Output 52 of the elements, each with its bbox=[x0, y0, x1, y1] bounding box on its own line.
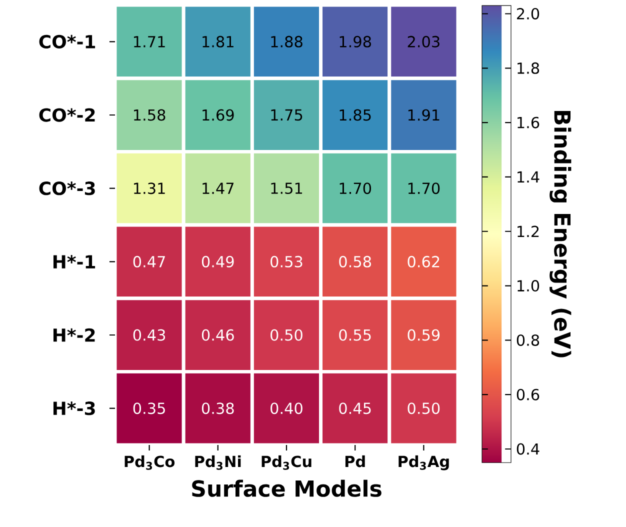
data-label: 0.45 bbox=[339, 402, 371, 414]
color-bar-label: 1.0 bbox=[518, 280, 540, 292]
data-label: 0.50 bbox=[408, 402, 440, 414]
x-axis-title: Surface Models bbox=[192, 480, 382, 497]
data-label: 0.35 bbox=[133, 402, 165, 414]
x-tick-label: Pd bbox=[345, 455, 365, 468]
data-label: 1.31 bbox=[134, 182, 165, 194]
x-tick-label: Pd$_{3}$Ag bbox=[398, 455, 449, 470]
data-label: 0.62 bbox=[408, 256, 440, 268]
y-tick-label: CO*-1 bbox=[39, 34, 96, 48]
x-tick-label: Pd$_{3}$Ni bbox=[195, 455, 241, 470]
data-label: 1.69 bbox=[202, 109, 234, 121]
data-label: 1.88 bbox=[271, 36, 302, 48]
color-bar-label: 0.4 bbox=[516, 443, 540, 455]
data-label: 0.46 bbox=[202, 329, 234, 341]
color-bar-label: 1.4 bbox=[518, 171, 540, 183]
data-label: 0.55 bbox=[339, 329, 371, 341]
data-label: 0.59 bbox=[408, 329, 440, 341]
color-bar-label: 0.6 bbox=[516, 388, 540, 400]
data-label: 1.98 bbox=[340, 36, 371, 48]
y-tick-label: CO*-3 bbox=[39, 182, 95, 196]
data-label: 1.51 bbox=[271, 182, 302, 194]
color-bar-label: 1.2 bbox=[518, 226, 539, 238]
data-label: 2.03 bbox=[408, 36, 440, 48]
data-label: 1.81 bbox=[202, 36, 234, 48]
data-label: 1.70 bbox=[408, 182, 440, 194]
y-tick-label: H*-3 bbox=[53, 402, 95, 416]
data-label: 1.47 bbox=[202, 182, 234, 194]
color-bar-label: 2.0 bbox=[517, 8, 540, 20]
y-tick-label: CO*-2 bbox=[39, 108, 95, 122]
color-bar-label: 1.6 bbox=[518, 116, 540, 128]
data-label: 1.85 bbox=[340, 109, 371, 121]
data-label: 0.43 bbox=[133, 329, 166, 341]
color-bar-title: Binding Energy (eV) bbox=[550, 111, 572, 358]
color-bar-label: 1.8 bbox=[518, 62, 540, 74]
y-tick-label: H*-2 bbox=[53, 328, 95, 342]
data-label: 1.91 bbox=[408, 109, 440, 121]
data-label: 1.71 bbox=[134, 36, 165, 48]
data-label: 0.38 bbox=[202, 402, 234, 414]
data-label: 0.53 bbox=[270, 256, 302, 268]
color-bar-label: 0.8 bbox=[516, 334, 540, 346]
data-label: 1.58 bbox=[134, 109, 166, 121]
data-label: 0.47 bbox=[133, 256, 165, 268]
data-label: 0.49 bbox=[202, 256, 234, 268]
y-tick-label: H*-1 bbox=[53, 255, 96, 268]
x-tick-label: Pd$_{3}$Cu bbox=[262, 455, 312, 470]
data-label: 0.58 bbox=[339, 256, 371, 268]
data-label: 0.50 bbox=[270, 329, 302, 341]
data-label: 1.70 bbox=[340, 182, 372, 194]
data-label: 1.75 bbox=[271, 109, 302, 121]
x-tick-label: Pd$_{3}$Co bbox=[124, 455, 175, 470]
data-label: 0.40 bbox=[270, 402, 302, 414]
